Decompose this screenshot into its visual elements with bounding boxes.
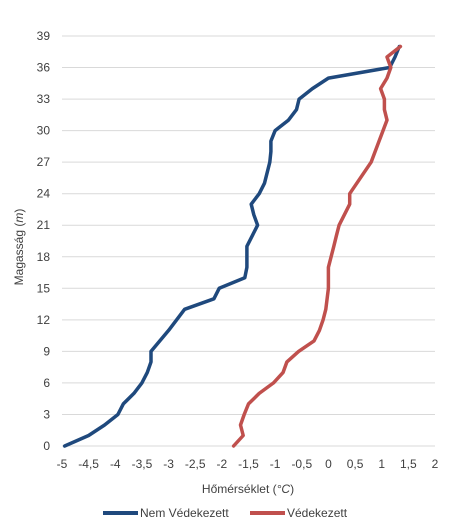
- y-tick-label: 39: [37, 29, 51, 43]
- x-tick-label: -1: [270, 457, 281, 471]
- x-tick-label: 1,5: [400, 457, 417, 471]
- x-tick-label: -3,5: [132, 457, 153, 471]
- x-tick-label: 1: [378, 457, 385, 471]
- y-tick-label: 0: [43, 439, 50, 453]
- x-tick-label: 0,5: [347, 457, 364, 471]
- x-tick-label: -3: [163, 457, 174, 471]
- y-tick-label: 36: [37, 61, 51, 75]
- series-line-nem-vedekezett: [62, 44, 402, 448]
- y-tick-label: 15: [37, 281, 51, 295]
- y-tick-label: 27: [37, 155, 51, 169]
- y-tick-label: 30: [37, 124, 51, 138]
- y-tick-label: 33: [37, 92, 51, 106]
- x-axis-title: Hőmérséklet (°C): [202, 482, 294, 496]
- series-line-vedekezett: [231, 44, 403, 448]
- y-tick-label: 21: [37, 218, 51, 232]
- y-tick-label: 6: [43, 376, 50, 390]
- y-tick-label: 24: [37, 187, 51, 201]
- x-tick-label: -4,5: [78, 457, 99, 471]
- x-axis-tick-labels: -5 -4,5 -4 -3,5 -3 -2,5 -2 -1,5 -1 -0,5 0 0,5 1 1,5 2: [57, 457, 439, 471]
- y-axis-title: Magasság (m): [12, 209, 26, 286]
- x-tick-label: -2: [217, 457, 228, 471]
- x-tick-label: 2: [432, 457, 439, 471]
- x-tick-label: -4: [110, 457, 121, 471]
- series-lines: [62, 44, 403, 448]
- y-tick-label: 12: [37, 313, 51, 327]
- legend-label-vedekezett: Védekezett: [287, 506, 348, 520]
- x-tick-label: -0,5: [291, 457, 312, 471]
- x-tick-label: -5: [57, 457, 68, 471]
- x-tick-label: -1,5: [238, 457, 259, 471]
- y-tick-label: 18: [37, 250, 51, 264]
- y-tick-label: 9: [43, 344, 50, 358]
- x-tick-label: -2,5: [185, 457, 206, 471]
- legend-label-nem-vedekezett: Nem Védekezett: [140, 506, 229, 520]
- legend: Nem Védekezett Védekezett: [103, 506, 348, 520]
- gridlines: [62, 35, 435, 415]
- x-tick-label: 0: [325, 457, 332, 471]
- y-tick-label: 3: [43, 407, 50, 421]
